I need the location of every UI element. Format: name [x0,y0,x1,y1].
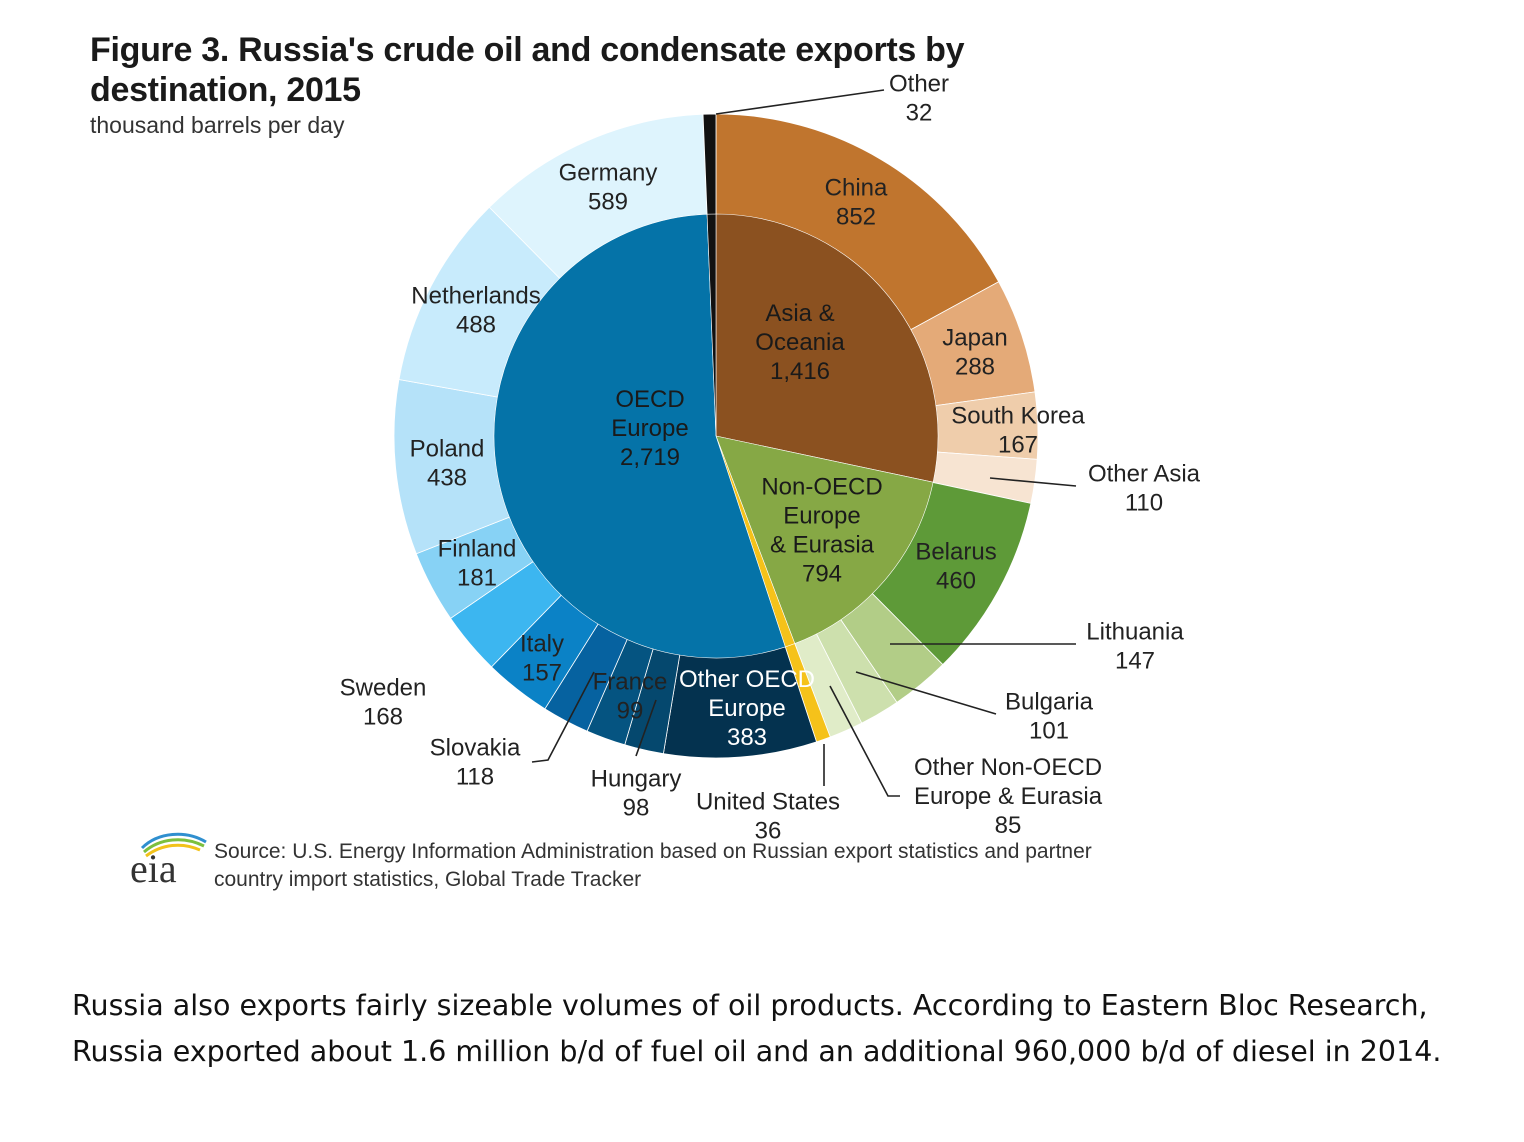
inner-pie [493,213,939,659]
outer-label-germany: Germany 589 [559,160,658,216]
eia-logo-text: eia [130,846,177,886]
inner-slice-oecd-europe [493,213,786,659]
leader-line-slovakia [531,671,595,763]
outer-label-other-non-oecd-europe-eurasia: Other Non-OECD Europe & Eurasia 85 [914,754,1103,839]
outer-label-sweden: Sweden 168 [340,675,427,731]
slice-labels: Asia & Oceania 1,416 Non-OECD Europe & Eurasi… [340,71,1201,845]
outer-label-bulgaria: Bulgaria 101 [1005,689,1094,745]
outer-label-france: France 99 [593,669,668,725]
outer-label-hungary: Hungary 98 [591,766,682,822]
outer-ring [393,113,1039,759]
caption-line-1: Russia also exports fairly sizeable volu… [72,989,1428,1022]
outer-label-poland: Poland 438 [410,436,485,492]
eia-logo: eia [130,832,207,886]
chart-subtitle: thousand barrels per day [90,112,345,138]
outer-label-slovakia: Slovakia 118 [430,735,521,791]
outer-label-lithuania: Lithuania 147 [1086,619,1184,675]
source-line-2: country import statistics, Global Trade … [214,868,642,891]
leader-lines [531,89,1077,797]
source-line-1: Source: U.S. Energy Information Administ… [214,840,1092,863]
outer-label-finland: Finland 181 [438,536,517,592]
inner-label-non-oecd-europe-eurasia: Non-OECD Europe & Eurasia 794 [761,474,882,588]
nested-donut-chart: Asia & Oceania 1,416 Non-OECD Europe & Eurasi… [340,71,1201,845]
inner-label-oecd-europe: OECD Europe 2,719 [611,386,688,471]
source-note: Source: U.S. Energy Information Administ… [214,838,1214,894]
inner-slice-other [706,213,717,437]
outer-label-china: China 852 [825,175,888,231]
outer-label-united-states: United States 36 [696,789,840,845]
leader-line-bulgaria [855,671,997,715]
leader-line-other-asia [989,477,1077,487]
outer-label-other: Other 32 [889,71,949,127]
chart-title: Figure 3. Russia's crude oil and condens… [90,31,965,109]
outer-label-belarus: Belarus 460 [915,539,996,595]
outer-label-other-asia: Other Asia 110 [1088,461,1201,517]
outer-label-italy: Italy 157 [520,631,564,687]
outer-label-other-oecd-europe: Other OECD Europe 383 [679,666,815,751]
outer-label-netherlands: Netherlands 488 [411,283,540,339]
inner-slice-non-oecd-europe-eurasia [715,435,934,644]
caption-text: Russia also exports fairly sizeable volu… [72,983,1512,1075]
leader-line-other-non-oecd-europe-eurasia [829,685,900,797]
outer-label-south-korea: South Korea 167 [951,403,1085,459]
leader-line-hungary [635,699,657,757]
inner-label-asia-oceania: Asia & Oceania 1,416 [755,300,845,385]
outer-label-japan: Japan 288 [942,325,1007,381]
inner-slice-asia-oceania [715,213,939,483]
leader-line-other [715,89,885,115]
caption-line-2: Russia exported about 1.6 million b/d of… [72,1035,1442,1068]
